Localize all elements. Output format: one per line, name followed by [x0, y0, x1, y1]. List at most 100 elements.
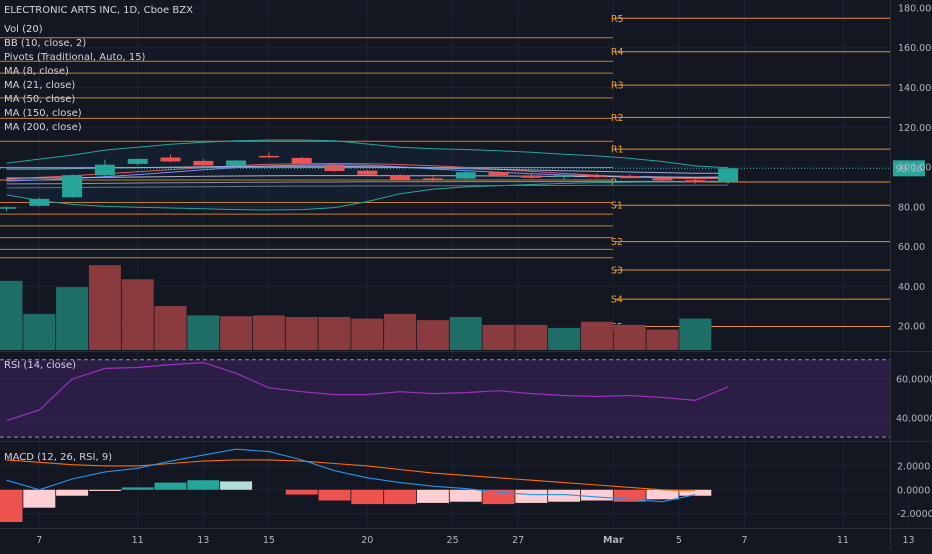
rsi-pane[interactable]	[0, 359, 890, 438]
price-axis-label-5: 120.00	[898, 123, 931, 134]
macd-histogram-bar-14	[449, 489, 482, 502]
candle-body-11	[357, 170, 378, 175]
candle-body-8	[258, 155, 279, 158]
volume-bar-11	[351, 318, 384, 350]
time-axis-label-4: 20	[361, 535, 373, 546]
macd-histogram-bar-7	[220, 481, 253, 490]
candle-body-16	[521, 175, 542, 178]
macd-histogram-bar-21	[679, 489, 712, 496]
volume-bar-5	[154, 306, 187, 350]
legend-pivots: Pivots (Traditional, Auto, 15)	[4, 52, 146, 63]
candle-body-20	[652, 178, 673, 181]
price-axis-label-1: 40.00	[898, 282, 925, 293]
legend-vol: Vol (20)	[4, 24, 43, 35]
candle-body-2	[62, 175, 83, 198]
moving-average-line-0	[6, 164, 729, 182]
candle-body-19	[619, 176, 640, 179]
candle-body-13	[422, 178, 443, 180]
last-price-badge	[893, 160, 925, 177]
volume-bar-16	[515, 324, 548, 350]
time-axis-label-2: 13	[197, 535, 209, 546]
macd-histogram-bar-13	[416, 489, 449, 503]
rsi-band-fill	[0, 359, 890, 438]
candle-body-4	[127, 158, 148, 164]
last-price-label: 99.36	[895, 164, 922, 175]
pivot-label-s3: S3	[611, 266, 623, 277]
legend-ma8: MA (8, close)	[4, 66, 69, 77]
candle-body-1	[29, 198, 50, 206]
price-candles[interactable]	[0, 152, 739, 212]
pivot-label-r3: R3	[611, 81, 624, 92]
pivot-label-p: P	[611, 177, 617, 188]
macd-histogram-bar-19	[613, 489, 646, 502]
volume-bar-4	[121, 279, 154, 350]
time-axis-label-10: 11	[837, 535, 849, 546]
candle-body-3	[94, 164, 115, 176]
volume-bars	[0, 265, 712, 350]
candle-body-10	[324, 164, 345, 172]
macd-pane[interactable]	[0, 448, 890, 523]
volume-bar-19	[613, 324, 646, 350]
volume-bar-0	[0, 280, 23, 350]
macd-axis-label-0: -2.0000	[897, 509, 932, 520]
macd-histogram-bar-6	[187, 480, 220, 490]
candle-body-18	[586, 175, 607, 177]
macd-histogram-bar-2	[56, 489, 89, 496]
moving-average-line-1	[6, 165, 729, 174]
legend-ma200: MA (200, close)	[4, 122, 82, 133]
candle-body-21	[685, 180, 706, 183]
volume-bar-12	[384, 313, 417, 350]
legend-ma150: MA (150, close)	[4, 108, 82, 119]
price-axis-label-8: 180.00	[898, 3, 931, 14]
price-axis-label-6: 140.00	[898, 83, 931, 94]
macd-histogram-bar-18	[580, 489, 613, 501]
moving-average-line-2	[6, 175, 729, 179]
pivot-levels: R5R4R3R2R1PS1S2S3S4S5	[0, 14, 890, 333]
macd-histogram-bar-5	[154, 482, 187, 490]
rsi-axis-label-1: 60.0000	[896, 375, 932, 386]
chart-title: ELECTRONIC ARTS INC, 1D, Cboe BZX	[4, 5, 193, 16]
macd-axis-label-2: 2.0000	[897, 461, 930, 472]
price-axis-label-4: 100.00	[898, 163, 931, 174]
rsi-title: RSI (14, close)	[4, 360, 76, 371]
volume-bar-10	[318, 317, 351, 350]
time-axis-label-9: 7	[741, 535, 747, 546]
volume-bar-21	[679, 318, 712, 350]
candle-body-22	[718, 168, 739, 183]
volume-bar-18	[580, 321, 613, 350]
volume-bar-3	[88, 265, 121, 350]
macd-title: MACD (12, 26, RSI, 9)	[4, 452, 112, 463]
rsi-line	[6, 361, 729, 422]
macd-histogram-bar-4	[121, 487, 154, 490]
macd-histogram-bar-3	[88, 489, 121, 491]
time-axis-label-1: 11	[132, 535, 144, 546]
time-axis-label-0: 7	[36, 535, 42, 546]
price-axis-label-0: 20.00	[898, 322, 925, 333]
volume-bar-2	[56, 287, 89, 350]
candle-body-15	[488, 172, 509, 176]
pivot-label-s2: S2	[611, 237, 623, 248]
pivot-label-r5: R5	[611, 14, 624, 25]
candle-body-9	[291, 157, 312, 164]
volume-bar-17	[548, 328, 581, 350]
volume-bar-1	[23, 313, 56, 350]
moving-average-line-3	[6, 180, 729, 185]
rsi-axis-label-0: 40.0000	[896, 413, 932, 424]
volume-bar-7	[220, 316, 253, 350]
pivot-label-r4: R4	[611, 47, 624, 58]
macd-line	[6, 448, 696, 503]
macd-histogram-bar-0	[0, 489, 23, 523]
macd-histogram-bar-17	[548, 489, 581, 502]
candle-body-7	[226, 160, 247, 166]
candle-body-5	[160, 157, 181, 162]
macd-histogram-bar-20	[646, 489, 679, 500]
candle-body-17	[554, 175, 575, 177]
macd-histogram-bar-11	[351, 489, 384, 505]
macd-histogram-bar-15	[482, 489, 515, 505]
candle-body-14	[455, 172, 476, 179]
price-axis-label-3: 80.00	[898, 202, 925, 213]
